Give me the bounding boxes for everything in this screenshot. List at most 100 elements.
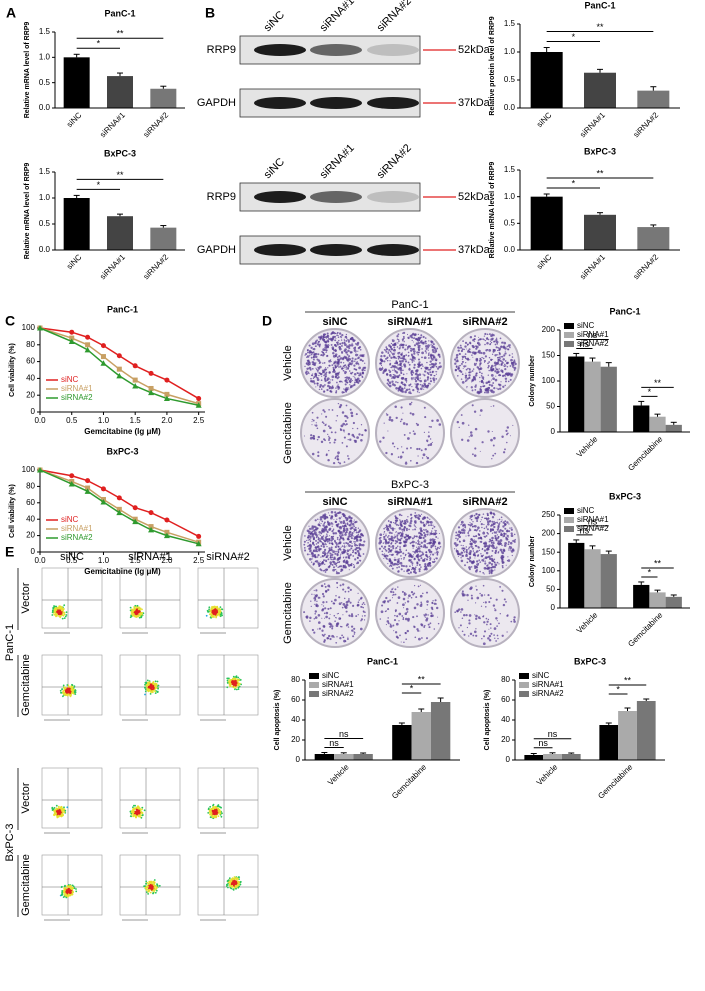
colony-dot [337, 557, 340, 561]
colony-dot [429, 373, 433, 377]
colony-dot [383, 349, 386, 351]
colony-dot [362, 602, 365, 604]
colony-dot [497, 540, 500, 543]
colony-dot [484, 545, 487, 548]
colony-dot [346, 517, 349, 520]
colony-dot [477, 554, 480, 556]
colony-dot [336, 341, 338, 344]
colony-dot [383, 533, 385, 535]
colony-dot [327, 538, 331, 541]
colony-dot [307, 372, 309, 375]
colony-dot [399, 546, 401, 548]
colony-dot [475, 359, 479, 362]
colony-dot [385, 357, 387, 360]
colony-dot [394, 515, 397, 518]
event-dot [55, 814, 58, 817]
colony-dot [467, 534, 470, 537]
colony-dot [433, 558, 435, 560]
colony-dot [335, 571, 339, 575]
colony-dot [483, 594, 486, 596]
colony-dot [489, 340, 491, 342]
colony-dot [511, 353, 513, 355]
event-dot [64, 689, 67, 692]
colony-dot [310, 356, 313, 359]
colony-dot [416, 562, 419, 565]
colony-dot [357, 533, 360, 536]
colony-dot [390, 376, 392, 378]
colony-dot [439, 365, 442, 368]
colony-dot [339, 565, 343, 568]
colony-dot [436, 347, 439, 350]
colony-dot [461, 590, 464, 593]
colony-dot [350, 385, 352, 388]
colony-dot [491, 532, 494, 534]
colony-dot [385, 534, 387, 537]
colony-dot [493, 627, 497, 630]
colony-dot [413, 360, 415, 362]
event-dot [55, 608, 58, 611]
colony-dot [409, 565, 411, 568]
colony-dot [341, 350, 343, 353]
colony-dot [478, 530, 481, 532]
colony-dot [410, 353, 413, 356]
colony-dot [468, 568, 471, 571]
colony-dot [380, 610, 384, 614]
colony-dot [490, 438, 493, 442]
colony-dot [362, 606, 364, 608]
colony-dot [431, 348, 435, 352]
colony-dot [330, 333, 332, 335]
colony-dot [334, 520, 337, 523]
colony-dot [344, 343, 347, 347]
colony-dot [311, 628, 315, 632]
colony-dot [319, 372, 321, 374]
colony-dot [329, 552, 332, 555]
colony-dot [328, 528, 331, 531]
colony-dot [406, 600, 410, 603]
colony-dot [509, 549, 511, 551]
colony-dot [408, 388, 411, 391]
colony-dot [324, 633, 326, 636]
colony-dot [506, 529, 509, 532]
colony-dot [457, 530, 461, 534]
colony-dot [306, 553, 309, 556]
colony-dot [316, 369, 319, 372]
colony-dot [413, 524, 416, 526]
colony-dot [491, 389, 494, 392]
colony-dot [492, 382, 495, 384]
colony-dot [468, 635, 470, 637]
colony-dot [328, 364, 331, 367]
row-label: Gemcitabine [282, 402, 294, 464]
colony-dot [483, 523, 485, 526]
event-dot [229, 679, 232, 682]
colony-dot [466, 387, 468, 389]
colony-dot [388, 544, 391, 548]
colony-dot [474, 524, 477, 528]
colony-dot [306, 348, 309, 352]
colony-dot [395, 416, 398, 420]
colony-dot [497, 347, 499, 349]
event-dot [55, 615, 57, 618]
blot-row-label: GAPDH [197, 97, 236, 109]
colony-dot [350, 625, 354, 628]
colony-dot [338, 566, 340, 568]
colony-dot [357, 381, 360, 384]
colony-dot [483, 566, 487, 570]
colony-dot [397, 389, 400, 392]
colony-dot [339, 555, 341, 557]
colony-dot [418, 570, 421, 573]
event-dot [132, 811, 135, 814]
colony-dot [501, 558, 504, 562]
colony-dot [409, 459, 412, 462]
colony-dot [345, 559, 348, 562]
colony-dot [508, 549, 510, 551]
colony-dot [416, 387, 420, 391]
colony-dot [343, 436, 346, 439]
colony-dot [388, 416, 392, 419]
colony-dot [512, 424, 514, 426]
colony-dot [429, 534, 431, 536]
colony-dot [347, 432, 351, 436]
colony-dot [461, 522, 463, 524]
colony-dot [459, 344, 462, 347]
event-dot [140, 615, 143, 618]
colony-dot [475, 566, 477, 568]
